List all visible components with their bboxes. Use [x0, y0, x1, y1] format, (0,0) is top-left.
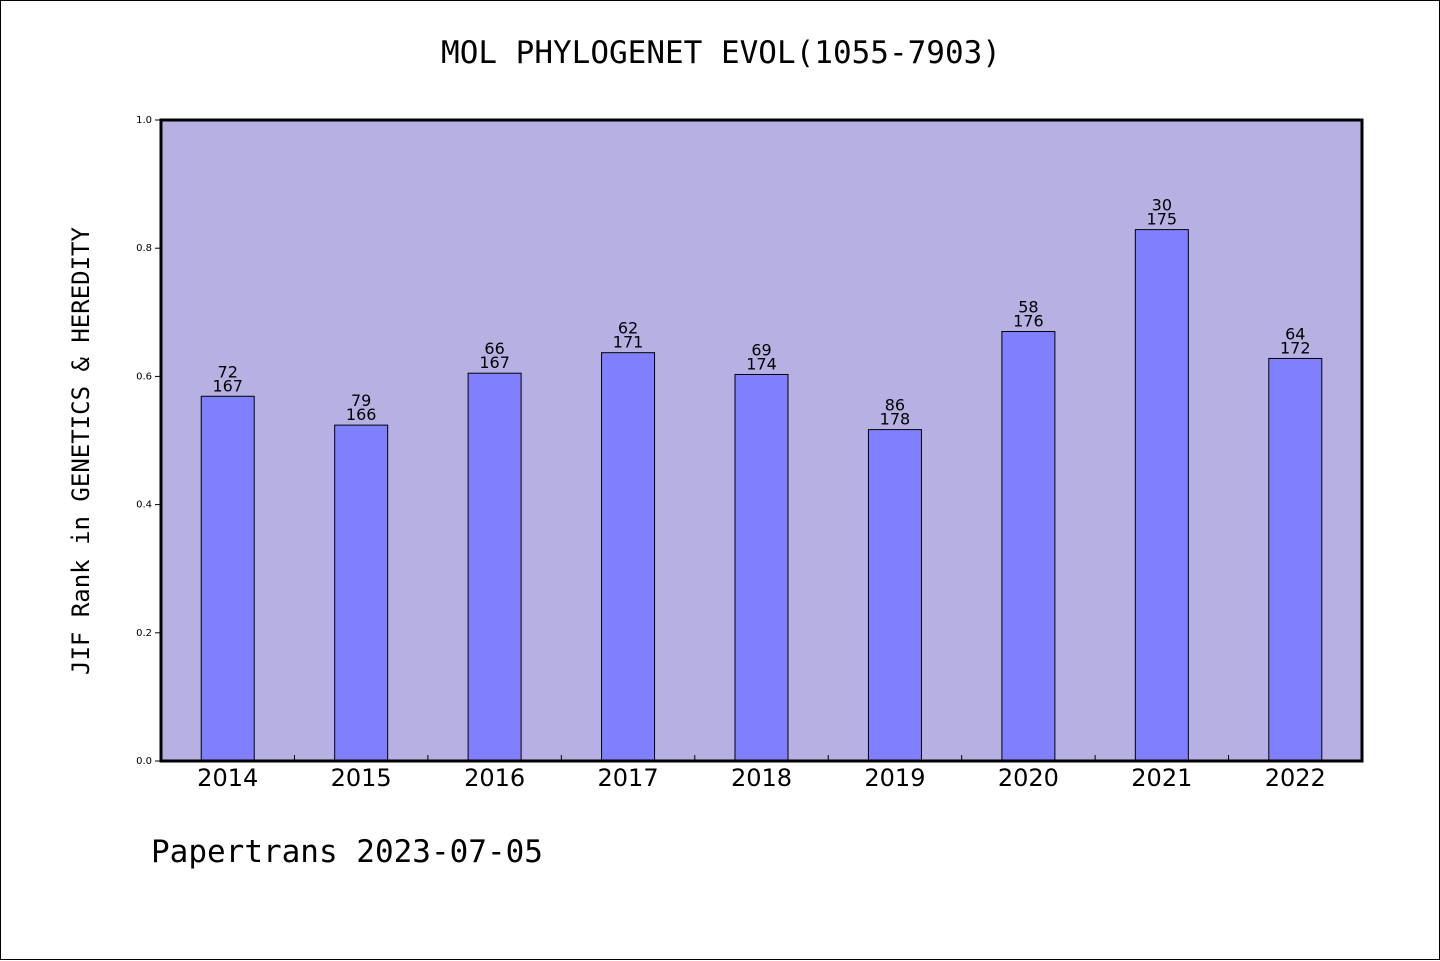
bar-total-label: 166: [346, 405, 377, 424]
bar-total-label: 167: [479, 353, 510, 372]
bar-rank-label: 66: [484, 339, 504, 358]
x-tick-label: 2018: [731, 764, 792, 792]
y-tick-label: 1.0: [136, 115, 152, 126]
bar-rank-label: 64: [1285, 324, 1305, 343]
bar-total-label: 171: [613, 333, 644, 352]
bar: [200, 395, 255, 762]
bar-rank-label: 72: [218, 362, 238, 381]
bar-rank-label: 62: [618, 319, 638, 338]
y-tick-label: 0.0: [136, 756, 152, 767]
bar-rank-label: 86: [885, 396, 905, 415]
bar-total-label: 176: [1013, 312, 1044, 331]
bar-total-label: 174: [746, 354, 777, 373]
bar: [1134, 229, 1189, 762]
x-tick-label: 2021: [1131, 764, 1192, 792]
bar: [601, 352, 656, 762]
bar-total-label: 172: [1280, 338, 1311, 357]
bar: [1001, 331, 1056, 762]
x-tick-label: 2016: [464, 764, 525, 792]
bar: [467, 372, 522, 762]
x-tick-label: 2015: [331, 764, 392, 792]
bar-total-label: 178: [880, 410, 911, 429]
bar-total-label: 175: [1147, 210, 1178, 229]
y-tick-label: 0.4: [136, 500, 152, 511]
bar-total-label: 167: [212, 376, 243, 395]
bar: [1268, 357, 1323, 762]
x-tick-label: 2022: [1265, 764, 1326, 792]
bar: [734, 373, 789, 762]
bar-rank-label: 58: [1018, 298, 1038, 317]
y-tick-label: 0.2: [136, 628, 152, 639]
bar-rank-label: 79: [351, 391, 371, 410]
x-tick-label: 2017: [598, 764, 659, 792]
bar-rank-label: 30: [1152, 196, 1172, 215]
bar: [334, 424, 389, 762]
chart-title: MOL PHYLOGENET EVOL(1055-7903): [441, 35, 1001, 71]
x-tick-label: 2019: [864, 764, 925, 792]
x-tick-label: 2014: [197, 764, 258, 792]
x-tick-label: 2020: [998, 764, 1059, 792]
y-tick-label: 0.8: [136, 243, 152, 254]
bar: [867, 429, 922, 762]
bar-rank-label: 69: [751, 340, 771, 359]
footer-text: Papertrans 2023-07-05: [151, 834, 543, 870]
y-tick-label: 0.6: [136, 371, 152, 382]
plot-border: [159, 118, 1364, 763]
